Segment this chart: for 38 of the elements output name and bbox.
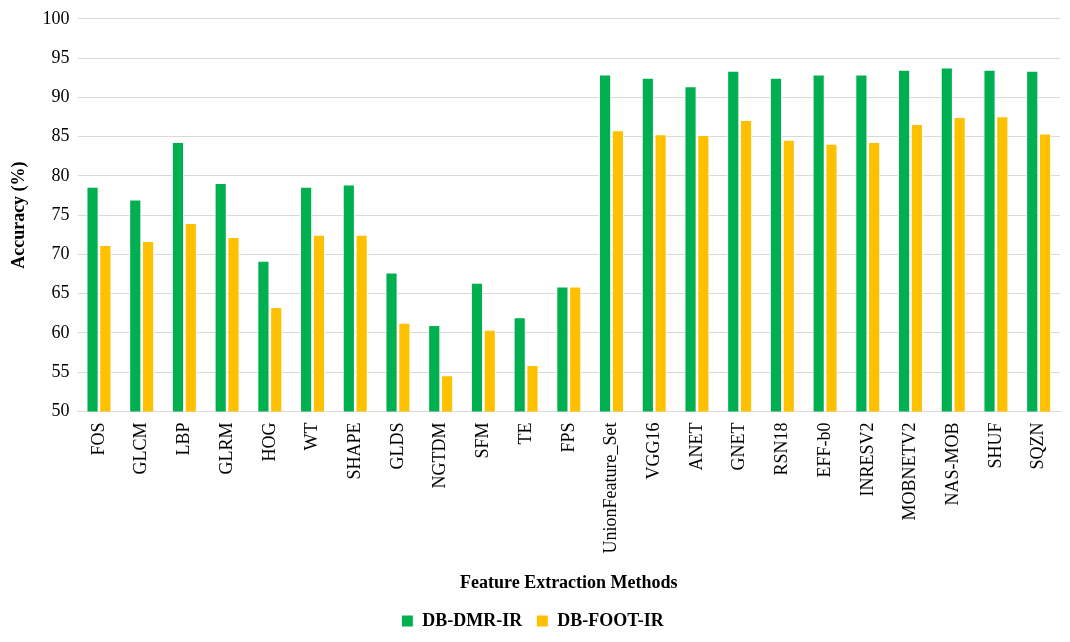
x-tick-label: LBP: [173, 422, 194, 456]
x-tick-label: SQZN: [1027, 422, 1048, 470]
y-tick-label: 100: [42, 7, 70, 28]
legend-label: DB-FOOT-IR: [557, 609, 665, 630]
x-tick-label: NAS-MOB: [941, 422, 962, 506]
x-tick-label: UnionFeature_Set: [600, 422, 621, 554]
x-tick-label: ANET: [685, 422, 706, 471]
x-tick-label: HOG: [258, 422, 279, 462]
x-tick-label: RSN18: [771, 422, 792, 476]
x-tick-label: MOBNETV2: [899, 422, 920, 521]
x-tick-label: GLDS: [386, 422, 407, 470]
y-tick-label: 60: [51, 321, 70, 342]
x-tick-label: GLCM: [130, 422, 151, 475]
x-tick-label: FPS: [557, 422, 578, 453]
x-tick-label: NGTDM: [429, 422, 450, 489]
x-tick-label: SHUF: [984, 422, 1005, 469]
x-tick-label: TE: [514, 422, 535, 445]
x-tick-label: SFM: [472, 422, 493, 459]
y-tick-label: 55: [51, 360, 70, 381]
x-tick-label: INRESV2: [856, 422, 877, 497]
x-tick-label: GLRM: [215, 422, 236, 475]
y-tick-label: 75: [51, 203, 70, 224]
y-tick-label: 90: [51, 86, 70, 107]
x-tick-label: EFF-b0: [813, 422, 834, 478]
y-tick-label: 80: [51, 164, 70, 185]
x-tick-label: WT: [301, 422, 322, 451]
y-tick-label: 70: [51, 243, 70, 264]
y-tick-label: 50: [51, 400, 70, 421]
x-tick-label: GNET: [728, 422, 749, 471]
x-tick-label: FOS: [87, 422, 108, 456]
y-tick-label: 65: [51, 282, 70, 303]
x-axis-title: Feature Extraction Methods: [459, 571, 678, 592]
x-tick-label: SHAPE: [343, 422, 364, 480]
y-axis-title: Accuracy (%): [8, 161, 30, 269]
y-tick-label: 85: [51, 125, 70, 146]
y-tick-label: 95: [51, 46, 70, 67]
x-tick-label: VGG16: [642, 422, 663, 480]
legend-label: DB-DMR-IR: [422, 609, 524, 630]
